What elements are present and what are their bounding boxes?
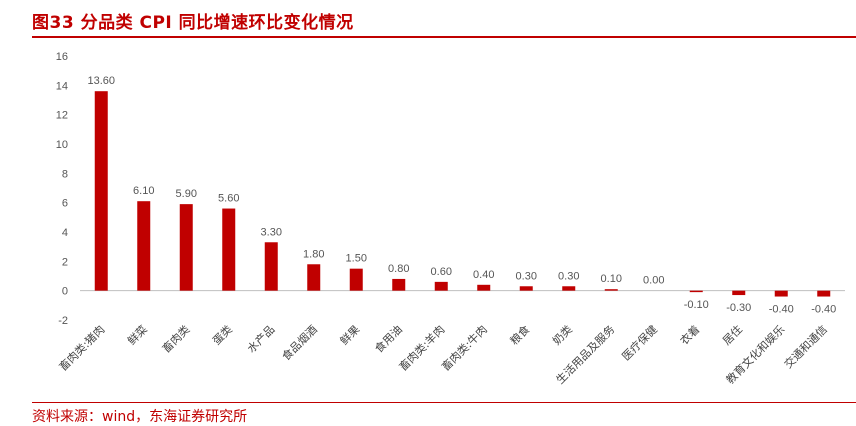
y-tick-label: 4: [62, 227, 68, 239]
category-label: 鲜菜: [124, 322, 149, 347]
bar: [689, 290, 703, 293]
data-label: 0.40: [473, 269, 494, 281]
bar: [264, 242, 278, 291]
bar: [307, 264, 321, 291]
data-label: 6.10: [133, 185, 154, 197]
bar: [817, 290, 831, 297]
category-label: 食品烟酒: [279, 322, 320, 363]
category-labels: 畜肉类:猪肉 鲜菜 畜肉类 蛋类 水产品 食品烟酒 鲜果 食用油畜肉类:羊肉畜肉类:牛肉 粮食奶…: [56, 322, 830, 386]
data-label: 0.10: [601, 273, 622, 285]
bar: [732, 290, 746, 296]
category-label: 奶类: [549, 322, 574, 347]
bar: [604, 289, 618, 291]
bar: [222, 208, 236, 291]
data-label: 3.30: [261, 226, 282, 238]
category-label: 衣着: [677, 322, 702, 347]
category-label: 畜肉类:猪肉: [56, 322, 107, 373]
bar: [137, 201, 151, 291]
data-label: 5.60: [218, 193, 239, 205]
bar: [349, 268, 363, 291]
data-label: 1.50: [346, 253, 367, 265]
source-divider: [32, 402, 856, 403]
category-label: 鲜果: [337, 322, 362, 347]
data-label: 5.90: [176, 188, 197, 200]
source-note: 资料来源：wind，东海证券研究所: [32, 409, 248, 425]
y-tick-label: 10: [56, 139, 68, 151]
category-label: 交通和通信: [781, 322, 830, 371]
category-label: 粮食: [507, 322, 532, 347]
data-label: -0.40: [811, 304, 836, 316]
category-label: 居住: [719, 322, 744, 347]
category-label: 医疗保健: [619, 322, 660, 363]
data-label: -0.40: [769, 304, 794, 316]
bar: [434, 281, 448, 291]
y-tick-label: 8: [62, 168, 68, 180]
y-tick-label: 14: [56, 80, 68, 92]
category-label: 蛋类: [209, 322, 234, 347]
bar: [392, 278, 406, 291]
bar-series: [94, 91, 831, 297]
data-label: 0.00: [643, 275, 664, 287]
data-label: -0.10: [684, 299, 709, 311]
chart-title: 图33 分品类 CPI 同比增速环比变化情况: [32, 13, 354, 33]
data-label: 0.30: [558, 270, 579, 282]
data-label: 1.80: [303, 248, 324, 260]
data-label: -0.30: [726, 302, 751, 314]
category-label: 畜肉类:牛肉: [438, 322, 489, 373]
category-label: 畜肉类: [159, 322, 192, 355]
data-label: 0.80: [388, 263, 409, 275]
y-tick-label: 2: [62, 256, 68, 268]
data-label: 0.60: [431, 266, 452, 278]
data-label: 13.60: [87, 75, 115, 87]
y-tick-label: 12: [56, 110, 68, 122]
bar: [179, 204, 193, 291]
y-tick-label: 0: [62, 286, 68, 298]
y-tick-label: 6: [62, 198, 68, 210]
bar: [477, 284, 491, 291]
y-tick-label: -2: [58, 315, 68, 327]
data-labels: 13.60 6.10 5.90 5.60 3.30 1.80 1.50 0.80 0.60 0.4…: [87, 75, 836, 315]
bar: [519, 286, 533, 291]
bar: [94, 91, 108, 291]
category-label: 食用油: [372, 322, 405, 355]
bar: [562, 286, 576, 291]
bar: [774, 290, 788, 297]
y-tick-label: 16: [56, 51, 68, 63]
title-divider: [32, 36, 856, 38]
data-label: 0.30: [516, 270, 537, 282]
category-label: 水产品: [244, 322, 277, 355]
y-axis: 16 14 12 10 8 6 4 2 0 -2: [56, 51, 68, 327]
